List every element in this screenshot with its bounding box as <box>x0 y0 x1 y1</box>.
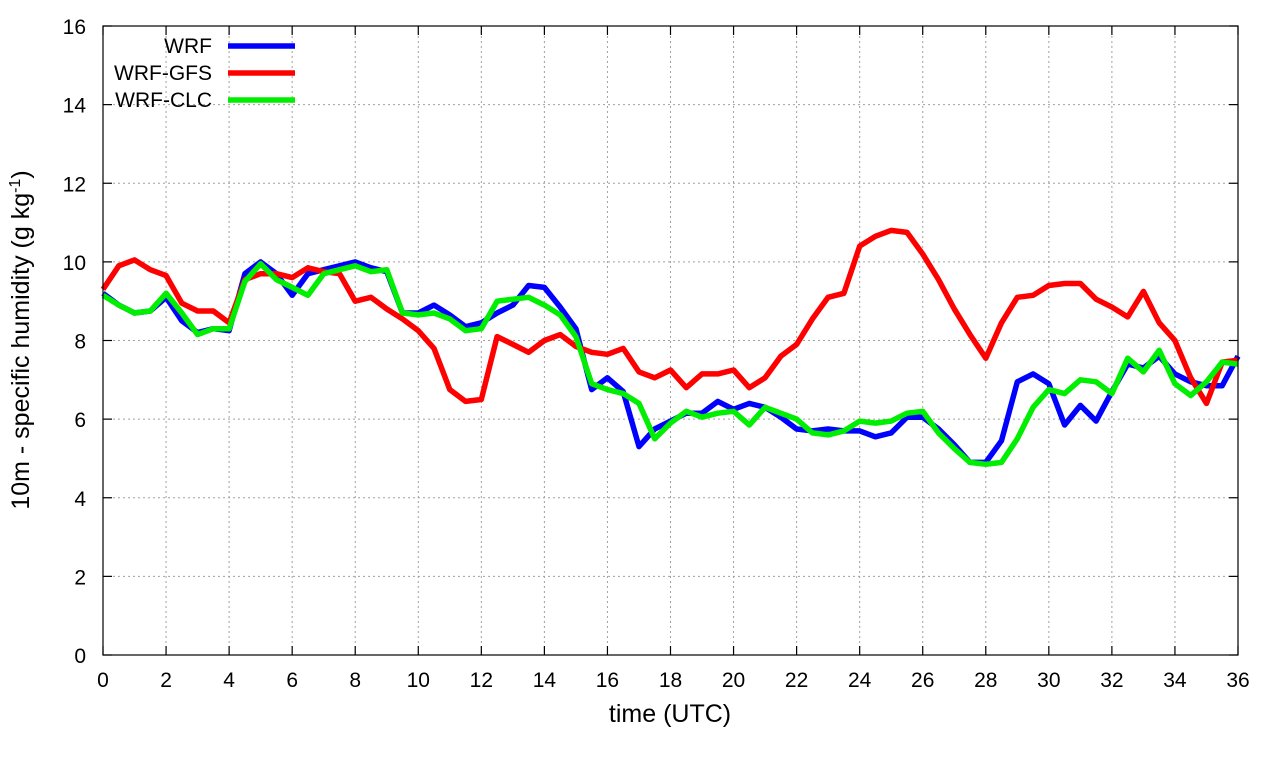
x-tick-label: 36 <box>1226 669 1249 692</box>
x-tick-label: 20 <box>722 669 745 692</box>
grid <box>103 26 1238 655</box>
y-tick-label: 6 <box>74 409 86 432</box>
x-tick-label: 18 <box>659 669 682 692</box>
y-axis-title-superscript: -1 <box>7 179 24 193</box>
y-tick-label: 12 <box>63 173 86 196</box>
x-tick-label: 16 <box>596 669 619 692</box>
x-tick-label: 34 <box>1163 669 1187 692</box>
x-tick-label: 26 <box>911 669 934 692</box>
y-axis-title-main: 10m - specific humidity (g kg <box>7 193 35 510</box>
legend-label: WRF <box>164 35 212 58</box>
y-tick-label: 14 <box>63 95 87 118</box>
x-tick-label: 0 <box>97 669 109 692</box>
series-line-wrf-gfs <box>100 227 1239 407</box>
legend-entry-wrf-gfs: WRF-GFS <box>114 62 295 85</box>
y-axis-title-close: ) <box>7 170 35 178</box>
legend-entry-wrf: WRF <box>164 35 295 58</box>
y-tick-label: 2 <box>74 566 86 589</box>
legend-label: WRF-CLC <box>115 89 212 112</box>
x-axis-title: time (UTC) <box>609 700 731 728</box>
y-tick-labels: 0 2 4 6 8 10 12 14 16 <box>63 16 87 668</box>
legend-entry-wrf-clc: WRF-CLC <box>115 89 295 112</box>
series-line-wrf-clc <box>101 261 1239 468</box>
x-tick-labels: 0 2 4 6 8 10 12 14 16 18 20 22 24 26 28 30 32 34 36 <box>97 669 1250 692</box>
x-tick-label: 24 <box>848 669 872 692</box>
x-tick-label: 28 <box>974 669 997 692</box>
y-tick-label: 8 <box>74 331 86 354</box>
x-tick-label: 4 <box>223 669 235 692</box>
x-tick-label: 14 <box>533 669 557 692</box>
x-tick-label: 12 <box>470 669 493 692</box>
y-tick-label: 10 <box>63 252 86 275</box>
y-tick-label: 0 <box>74 645 86 668</box>
x-tick-label: 30 <box>1037 669 1060 692</box>
x-tick-label: 32 <box>1100 669 1123 692</box>
legend-label: WRF-GFS <box>114 62 212 85</box>
x-tick-label: 22 <box>785 669 808 692</box>
x-tick-label: 8 <box>349 669 361 692</box>
y-tick-label: 4 <box>74 488 86 511</box>
legend: WRF WRF-GFS WRF-CLC <box>114 35 295 112</box>
x-tick-label: 6 <box>286 669 298 692</box>
x-tick-label: 10 <box>407 669 430 692</box>
series-lines <box>100 227 1241 468</box>
y-tick-label: 16 <box>63 16 86 39</box>
axis-ticks <box>102 25 1239 656</box>
x-tick-label: 2 <box>160 669 172 692</box>
y-axis-title: 10m - specific humidity (g kg-1) <box>7 170 35 509</box>
